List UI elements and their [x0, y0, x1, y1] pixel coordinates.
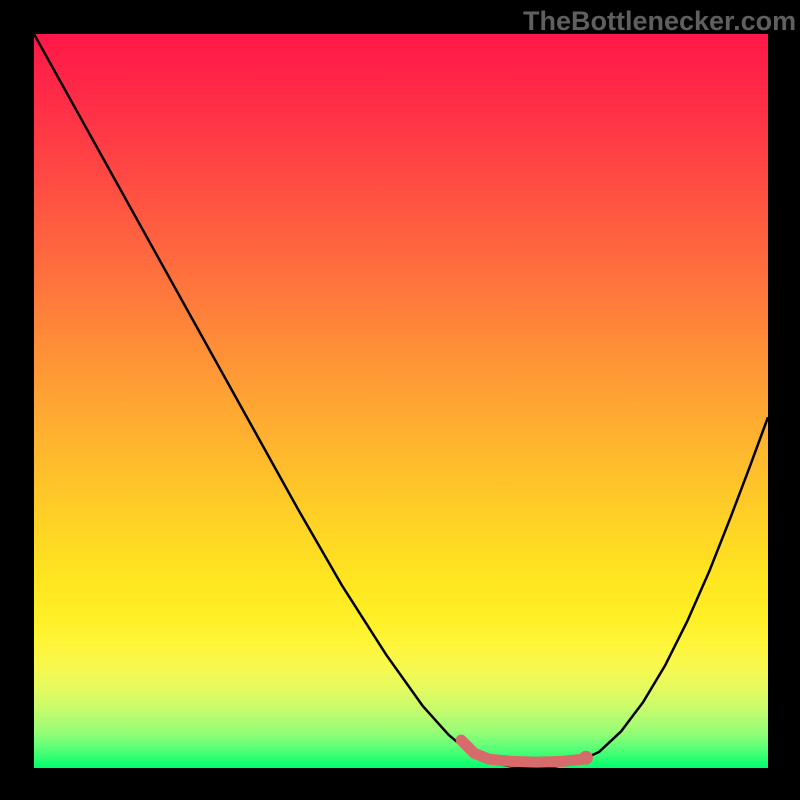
plot-area [34, 34, 768, 768]
gradient-background [34, 34, 768, 768]
chart-stage: TheBottlenecker.com [0, 0, 800, 800]
plot-svg [34, 34, 768, 768]
source-watermark: TheBottlenecker.com [523, 6, 796, 37]
optimal-range-endpoint [579, 751, 593, 765]
